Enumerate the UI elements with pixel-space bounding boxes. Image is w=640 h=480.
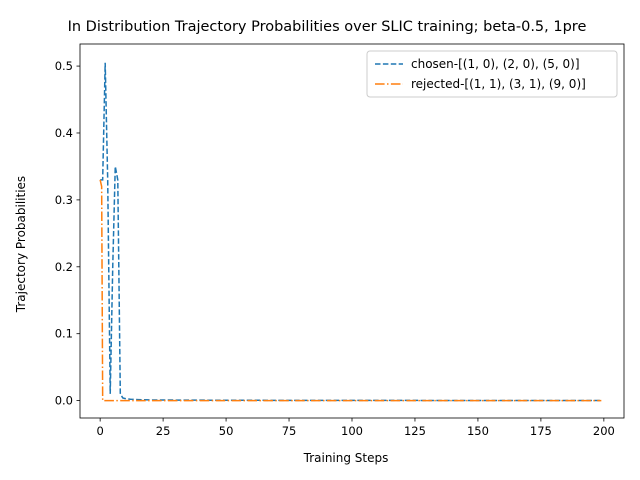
chart-title: In Distribution Trajectory Probabilities… [68,19,587,35]
y-tick-label: 0.2 [55,260,73,274]
x-tick-label: 150 [467,424,489,438]
x-tick-label: 75 [282,424,297,438]
axes-frame [79,43,625,419]
y-tick-label: 0.3 [55,193,73,207]
x-axis-label: Training Steps [303,451,389,465]
plot-area [79,43,625,419]
x-tick-label: 175 [530,424,552,438]
y-tick-label: 0.4 [55,126,73,140]
y-tick-label: 0.1 [55,327,73,341]
y-axis-label: Trajectory Probabilities [14,176,28,313]
y-tick-label: 0.5 [55,59,73,73]
legend-box [366,50,618,98]
series-line-2 [99,179,602,402]
legend: chosen-[(1, 0), (2, 0), (5, 0)] rejected-… [366,50,618,98]
x-tick-label: 0 [96,424,103,438]
x-tick-label: 25 [156,424,171,438]
x-tick-label: 100 [341,424,363,438]
x-tick-label: 200 [593,424,615,438]
legend-label-1: chosen-[(1, 0), (2, 0), (5, 0)] [411,57,580,71]
x-axis-ticks: 0 25 50 75 100 125 150 175 200 [96,418,615,438]
y-tick-label: 0.0 [55,394,73,408]
x-tick-label: 50 [219,424,234,438]
legend-label-2: rejected-[(1, 1), (3, 1), (9, 0)] [411,77,586,91]
y-axis-ticks: 0.0 0.1 0.2 0.3 0.4 0.5 [55,59,80,408]
x-tick-label: 125 [404,424,426,438]
series-line-1 [100,62,602,402]
